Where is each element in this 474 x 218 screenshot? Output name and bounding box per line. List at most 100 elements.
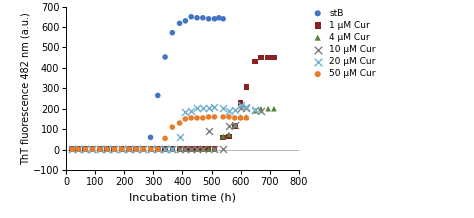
20 μM Cur [139, 147, 147, 151]
4 μM Cur [161, 147, 169, 151]
stB [210, 17, 218, 20]
50 μM Cur [187, 116, 195, 120]
10 μM Cur [182, 147, 189, 151]
X-axis label: Incubation time (h): Incubation time (h) [129, 192, 236, 203]
4 μM Cur [210, 147, 218, 151]
1 μM Cur [243, 85, 250, 89]
20 μM Cur [118, 147, 125, 151]
4 μM Cur [264, 107, 272, 111]
10 μM Cur [210, 147, 218, 151]
10 μM Cur [147, 147, 155, 151]
1 μM Cur [231, 124, 238, 128]
20 μM Cur [154, 147, 162, 151]
50 μM Cur [96, 147, 103, 151]
4 μM Cur [257, 107, 264, 111]
4 μM Cur [219, 135, 227, 138]
stB [147, 136, 155, 139]
4 μM Cur [89, 147, 96, 151]
50 μM Cur [89, 147, 96, 151]
1 μM Cur [103, 147, 111, 151]
1 μM Cur [125, 147, 133, 151]
10 μM Cur [132, 147, 140, 151]
4 μM Cur [139, 147, 147, 151]
stB [68, 147, 76, 151]
20 μM Cur [82, 147, 89, 151]
10 μM Cur [176, 147, 183, 151]
1 μM Cur [139, 147, 147, 151]
20 μM Cur [74, 147, 82, 151]
stB [132, 147, 140, 151]
4 μM Cur [182, 147, 189, 151]
20 μM Cur [169, 147, 176, 151]
50 μM Cur [161, 137, 169, 140]
50 μM Cur [231, 116, 238, 120]
4 μM Cur [74, 147, 82, 151]
10 μM Cur [89, 147, 96, 151]
50 μM Cur [243, 116, 250, 120]
stB [219, 17, 227, 20]
stB [187, 15, 195, 19]
10 μM Cur [68, 147, 76, 151]
stB [96, 147, 103, 151]
50 μM Cur [219, 115, 227, 119]
1 μM Cur [110, 147, 118, 151]
20 μM Cur [187, 109, 195, 112]
20 μM Cur [68, 147, 76, 151]
stB [154, 94, 162, 97]
20 μM Cur [219, 106, 227, 109]
stB [139, 147, 147, 151]
20 μM Cur [161, 147, 169, 151]
Legend: stB, 1 μM Cur, 4 μM Cur, 10 μM Cur, 20 μM Cur, 50 μM Cur: stB, 1 μM Cur, 4 μM Cur, 10 μM Cur, 20 μ… [308, 8, 377, 79]
4 μM Cur [176, 147, 183, 151]
4 μM Cur [187, 147, 195, 151]
10 μM Cur [74, 147, 82, 151]
1 μM Cur [82, 147, 89, 151]
10 μM Cur [225, 124, 233, 128]
4 μM Cur [251, 109, 259, 112]
1 μM Cur [251, 60, 259, 63]
10 μM Cur [110, 147, 118, 151]
1 μM Cur [161, 147, 169, 151]
10 μM Cur [205, 129, 212, 133]
stB [110, 147, 118, 151]
stB [89, 147, 96, 151]
20 μM Cur [231, 108, 238, 111]
1 μM Cur [264, 56, 272, 59]
20 μM Cur [110, 147, 118, 151]
1 μM Cur [68, 147, 76, 151]
50 μM Cur [225, 115, 233, 119]
4 μM Cur [118, 147, 125, 151]
4 μM Cur [110, 147, 118, 151]
4 μM Cur [68, 147, 76, 151]
stB [215, 16, 223, 20]
1 μM Cur [89, 147, 96, 151]
stB [176, 22, 183, 25]
20 μM Cur [237, 103, 245, 106]
10 μM Cur [257, 109, 264, 112]
20 μM Cur [103, 147, 111, 151]
1 μM Cur [182, 147, 189, 151]
10 μM Cur [231, 123, 238, 127]
1 μM Cur [205, 147, 212, 151]
20 μM Cur [96, 147, 103, 151]
4 μM Cur [270, 107, 278, 111]
stB [205, 17, 212, 20]
1 μM Cur [132, 147, 140, 151]
10 μM Cur [161, 147, 169, 151]
4 μM Cur [125, 147, 133, 151]
20 μM Cur [89, 147, 96, 151]
20 μM Cur [193, 106, 201, 109]
stB [103, 147, 111, 151]
50 μM Cur [176, 121, 183, 125]
1 μM Cur [193, 147, 201, 151]
1 μM Cur [237, 101, 245, 104]
stB [199, 16, 207, 20]
10 μM Cur [193, 147, 201, 151]
4 μM Cur [132, 147, 140, 151]
20 μM Cur [125, 147, 133, 151]
50 μM Cur [154, 147, 162, 151]
10 μM Cur [187, 147, 195, 151]
1 μM Cur [219, 136, 227, 139]
1 μM Cur [147, 147, 155, 151]
4 μM Cur [96, 147, 103, 151]
